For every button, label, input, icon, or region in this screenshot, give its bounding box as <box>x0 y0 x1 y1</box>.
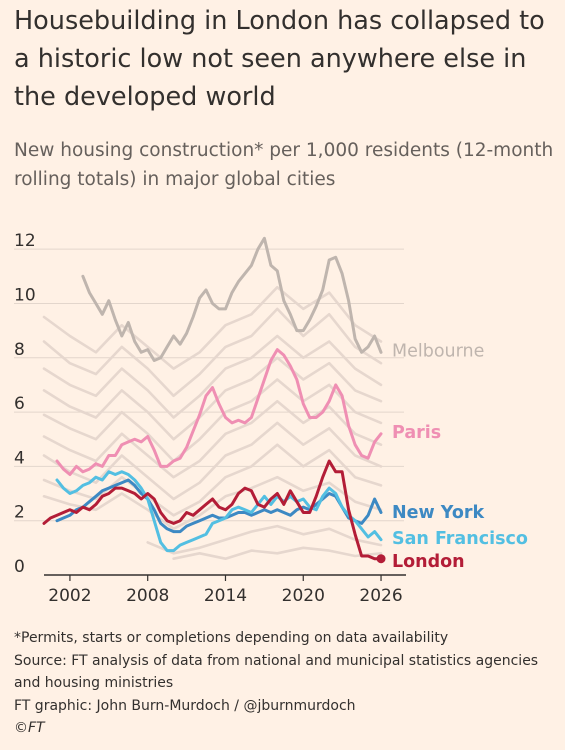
background-city-line <box>42 307 383 398</box>
background-city-line <box>146 524 383 555</box>
background-city-line <box>42 285 383 370</box>
y-tick-label: 4 <box>14 448 25 468</box>
series-line-new-york <box>55 478 383 534</box>
x-tick-label: 2014 <box>204 586 247 606</box>
chart-title: Housebuilding in London has collapsed to… <box>14 6 545 112</box>
series-label: London <box>392 552 465 572</box>
background-city-line <box>42 443 383 517</box>
x-tick-label: 2002 <box>48 586 91 606</box>
series-line-melbourne <box>81 236 383 362</box>
y-tick-label: 12 <box>14 231 36 251</box>
chart-footer: *Permits, starts or completions dependin… <box>14 627 559 740</box>
chart-subtitle: New housing construction* per 1,000 resi… <box>14 140 554 190</box>
series-line-paris <box>55 348 383 476</box>
copyright: ©FT <box>14 720 45 736</box>
x-tick-label: 2020 <box>282 586 325 606</box>
graphic-credit: FT graphic: John Burn-Murdoch / @jburnmu… <box>14 697 356 714</box>
background-city-line <box>172 546 383 560</box>
footnote: *Permits, starts or completions dependin… <box>14 630 449 646</box>
series-label: San Francisco <box>392 529 528 549</box>
y-tick-label: 8 <box>14 340 25 360</box>
x-tick-label: 2008 <box>126 586 169 606</box>
y-tick-label: 0 <box>14 557 25 577</box>
y-tick-label: 2 <box>14 503 25 523</box>
y-tick-label: 10 <box>14 285 36 305</box>
series-line-london <box>42 459 383 561</box>
source-note: Source: FT analysis of data from nationa… <box>14 652 539 692</box>
y-tick-label: 6 <box>14 394 25 414</box>
background-city-line <box>42 334 383 419</box>
london-end-marker <box>376 554 386 564</box>
series-label: Melbourne <box>392 342 484 362</box>
background-city-line <box>42 378 383 463</box>
x-tick-label: 2026 <box>359 586 402 606</box>
series-label: Paris <box>392 423 441 443</box>
background-city-line <box>42 475 383 531</box>
background-city-line <box>42 356 383 441</box>
series-label: New York <box>392 503 484 523</box>
line-chart: 0 2 4 6 8 10 12 Melbourne Paris New York San Franc… <box>14 231 528 606</box>
series-line-san-francisco <box>55 470 383 553</box>
